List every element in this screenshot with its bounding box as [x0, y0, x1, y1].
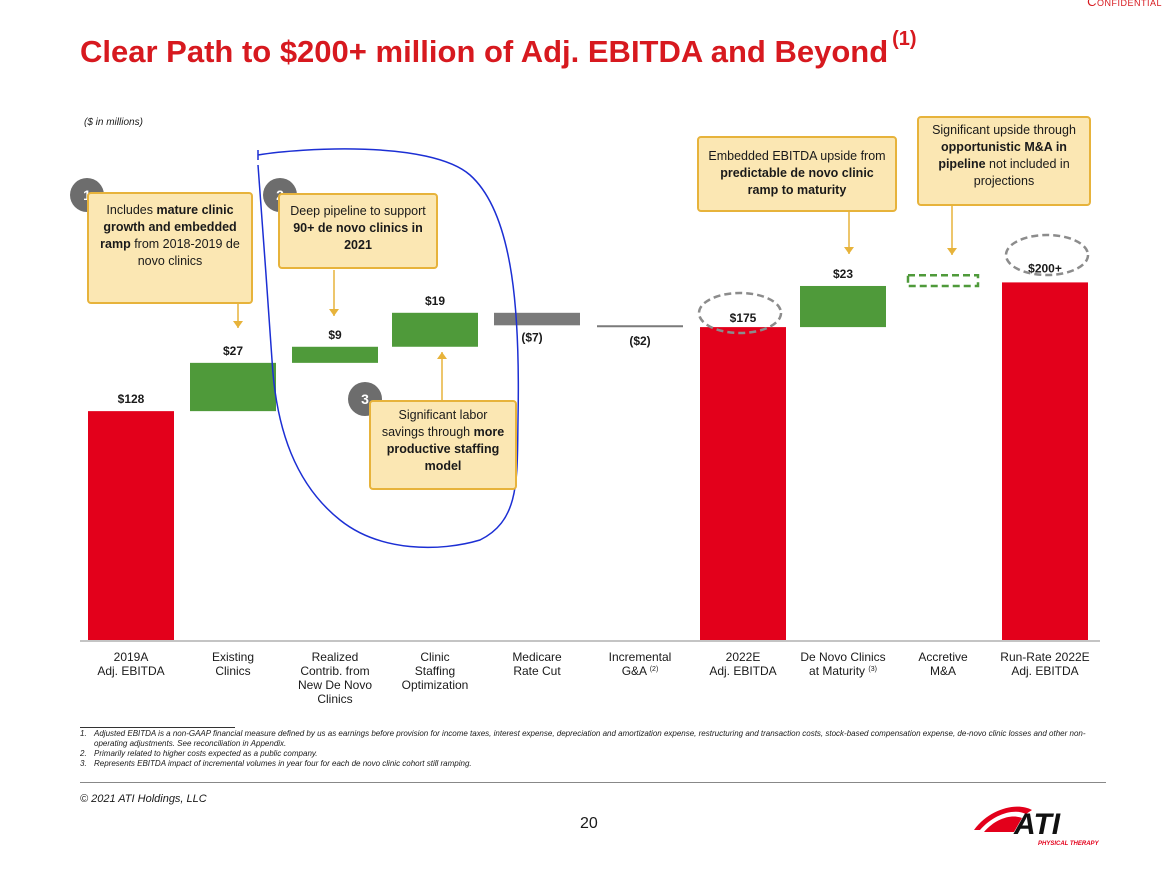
- callout-1-text-b: from 2018-2019 de novo clinics: [130, 237, 240, 268]
- logo-wordmark: ATI: [1013, 808, 1061, 841]
- category-label-7-1: at Maturity (3): [809, 664, 877, 678]
- highlight-ellipse-runrate: [1004, 233, 1090, 277]
- logo-swoosh: [974, 806, 1032, 830]
- copyright: © 2021 ATI Holdings, LLC: [80, 793, 207, 805]
- category-label-3-0: Clinic: [420, 650, 449, 664]
- category-label-1-0: Existing: [212, 650, 254, 664]
- title-text: Clear Path to $200+ million of Adj. EBIT…: [80, 34, 889, 69]
- bar-3: [392, 312, 478, 347]
- callout-1-text-a: Includes: [106, 203, 157, 217]
- category-label-9-0: Run-Rate 2022E: [1000, 650, 1089, 664]
- category-label-6-1: Adj. EBITDA: [709, 664, 776, 678]
- arrow-callout-4-head: [844, 247, 854, 254]
- callout-2-text: Deep pipeline to support: [290, 204, 426, 218]
- page-title: Clear Path to $200+ million of Adj. EBIT…: [80, 28, 917, 70]
- arrow-callout-1-head: [233, 321, 243, 328]
- footnote-3-number: 3.: [80, 759, 87, 768]
- footnote-1: 1. Adjusted EBITDA is a non-GAAP financia…: [80, 729, 1110, 749]
- hand-drawn-annotation: [257, 148, 520, 549]
- bar-3-value-label: $19: [425, 294, 445, 308]
- category-label-8-0: Accretive: [918, 650, 968, 664]
- category-label-5-0: Incremental: [609, 650, 672, 664]
- title-footnote-ref: (1): [892, 28, 917, 50]
- footnote-rule: [80, 727, 235, 728]
- category-label-1-1: Clinics: [215, 664, 250, 678]
- callout-4: Embedded EBITDA upside from predictable …: [697, 136, 897, 212]
- footnote-1-number: 1.: [80, 729, 87, 738]
- category-label-5-1: G&A (2): [622, 664, 659, 678]
- category-label-7-0: De Novo Clinics: [800, 650, 885, 664]
- bar-4: [494, 312, 580, 326]
- category-label-3-1: Staffing: [415, 664, 455, 678]
- callout-5-text-b: not included in projections: [973, 157, 1070, 188]
- category-label-0-1: Adj. EBITDA: [97, 664, 164, 678]
- units-label: ($ in millions): [84, 117, 143, 128]
- ati-logo: ATI PHYSICAL THERAPY: [974, 806, 1100, 847]
- category-label-9-1: Adj. EBITDA: [1011, 664, 1078, 678]
- callout-5-bold: opportunistic M&A in pipeline: [938, 140, 1067, 171]
- callout-3-text: Significant labor savings through: [381, 408, 488, 439]
- confidential-label: Confidential: [1087, 0, 1162, 9]
- bar-1-value-label: $27: [223, 344, 243, 358]
- callout-2-bold: 90+ de novo clinics in 2021: [293, 221, 423, 252]
- callout-3-bold: more productive staffing model: [386, 425, 505, 473]
- bar-5-value-label: ($2): [629, 334, 650, 348]
- category-label-4-1: Rate Cut: [513, 664, 561, 678]
- category-label-2-0: Realized: [312, 650, 359, 664]
- footnotes: 1. Adjusted EBITDA is a non-GAAP financia…: [80, 729, 1110, 769]
- logo-tagline: PHYSICAL THERAPY: [1038, 841, 1100, 847]
- category-label-2-1: Contrib. from: [300, 664, 369, 678]
- footnote-3: 3. Represents EBITDA impact of incrementa…: [80, 759, 1110, 769]
- footer-rule: [80, 782, 1106, 783]
- callout-3: Significant labor savings through more p…: [369, 400, 517, 490]
- bar-0-value-label: $128: [118, 392, 145, 406]
- bar-4-value-label: ($7): [521, 330, 542, 344]
- bar-6-value-label: $175: [730, 311, 757, 325]
- category-label-3-2: Optimization: [402, 678, 469, 692]
- callout-2: Deep pipeline to support 90+ de novo cli…: [278, 193, 438, 269]
- bar-0: [88, 411, 174, 640]
- logo-swoosh-inner: [984, 816, 1022, 832]
- footnote-2-number: 2.: [80, 749, 87, 758]
- category-label-8-1: M&A: [930, 664, 956, 678]
- category-label-0-0: 2019A: [114, 650, 149, 664]
- arrow-callout-3-head: [437, 352, 447, 359]
- callout-5-text-a: Significant upside through: [932, 123, 1076, 137]
- category-label-4-0: Medicare: [512, 650, 562, 664]
- highlight-ellipse-2022e: [697, 291, 783, 335]
- callout-1: Includes mature clinic growth and embedd…: [87, 192, 253, 304]
- category-label-2-3: Clinics: [317, 692, 352, 706]
- bar-9: [1002, 282, 1088, 640]
- callout-1-bold: mature clinic growth and embedded ramp: [100, 203, 237, 251]
- callout-5: Significant upside through opportunistic…: [917, 116, 1091, 206]
- category-label-6-0: 2022E: [726, 650, 761, 664]
- callout-4-bold: predictable de novo clinic ramp to matur…: [720, 166, 874, 197]
- bar-7: [800, 285, 886, 328]
- bar-1: [190, 362, 276, 412]
- bar-6: [700, 327, 786, 640]
- callout-4-text: Embedded EBITDA upside from: [708, 149, 886, 163]
- bar-2: [292, 346, 378, 363]
- arrow-callout-5-head: [947, 248, 957, 255]
- bar-8-upside: [906, 273, 980, 288]
- page-number: 20: [580, 815, 598, 832]
- bar-2-value-label: $9: [328, 328, 342, 342]
- bar-7-value-label: $23: [833, 267, 853, 281]
- footnote-2: 2. Primarily related to higher costs expe…: [80, 749, 1110, 759]
- arrow-callout-2-head: [329, 309, 339, 316]
- footnote-2-text: Primarily related to higher costs expect…: [94, 749, 318, 758]
- bar-9-value-label: $200+: [1028, 261, 1062, 275]
- footnote-3-text: Represents EBITDA impact of incremental …: [94, 759, 472, 768]
- footnote-1-text: Adjusted EBITDA is a non-GAAP financial …: [94, 729, 1086, 748]
- category-label-2-2: New De Novo: [298, 678, 372, 692]
